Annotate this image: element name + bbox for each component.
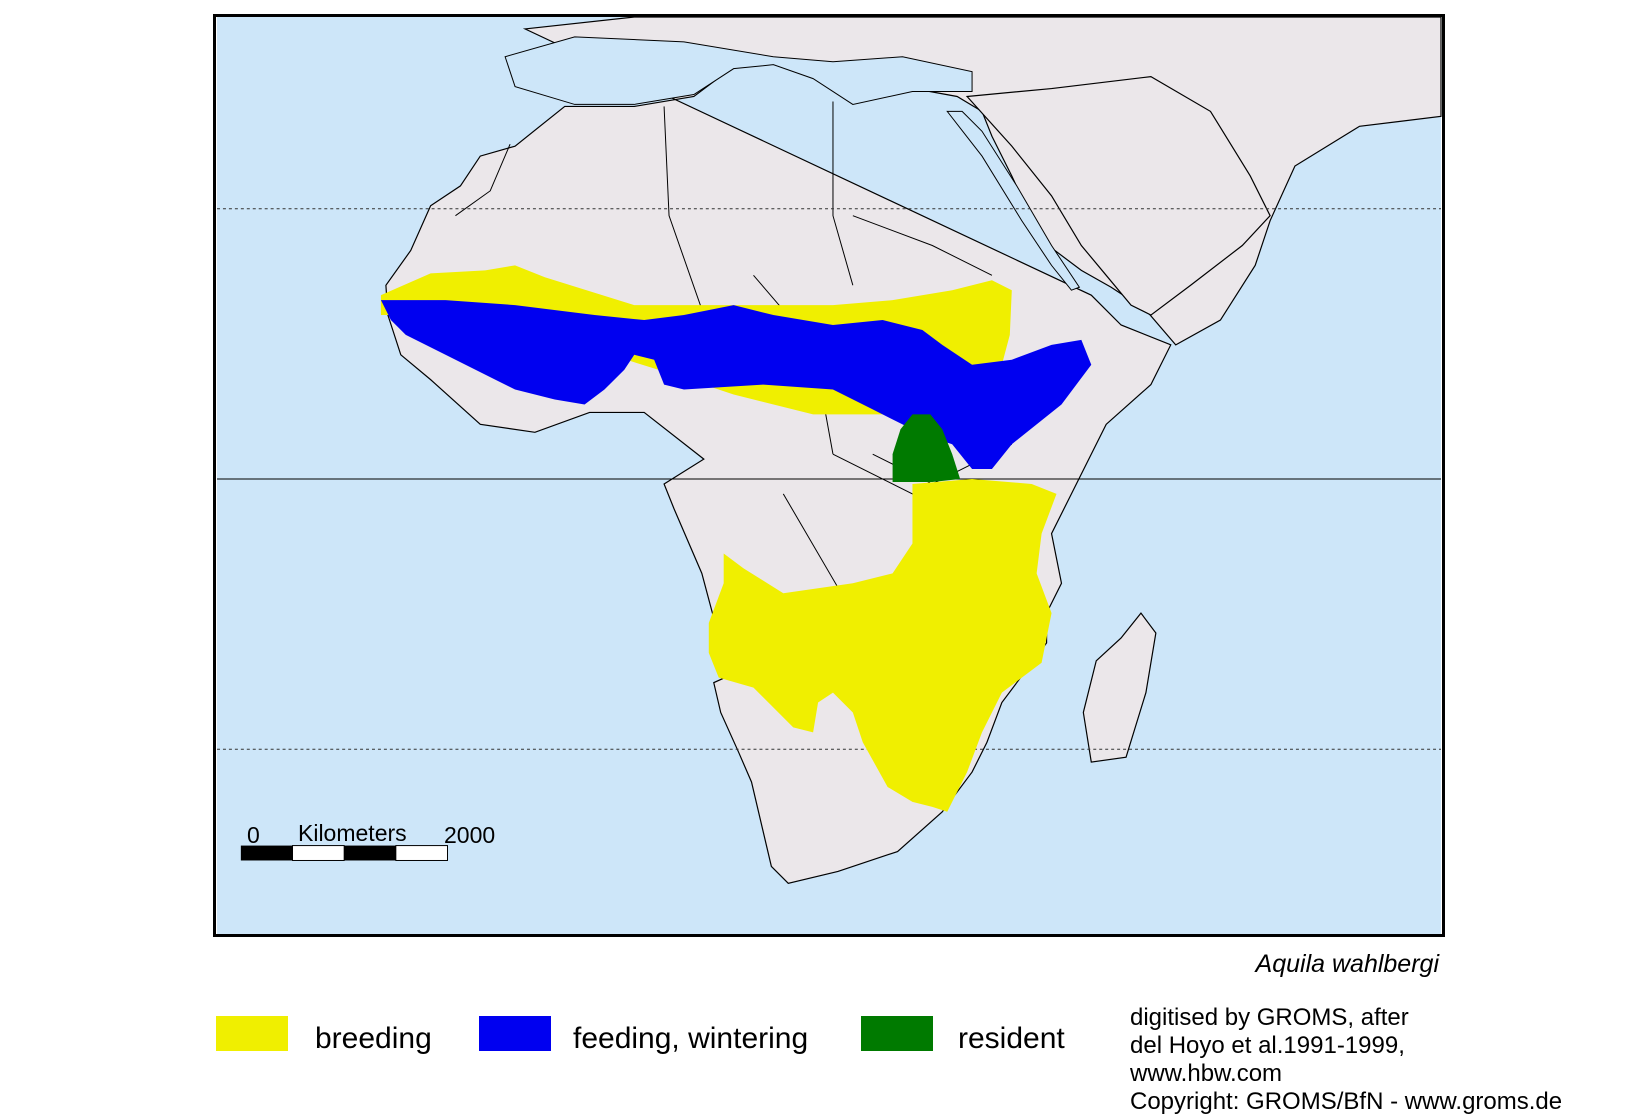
species-name: Aquila wahlbergi [1255,950,1439,978]
legend-label-feeding-wintering: feeding, wintering [573,1022,809,1055]
legend-label-breeding: breeding [315,1022,432,1055]
credit-line: Copyright: GROMS/BfN - www.groms.de [1130,1088,1563,1115]
credit-line: www.hbw.com [1130,1060,1283,1087]
credits: digitised by GROMS, after del Hoyo et al… [1130,1004,1562,1116]
legend-swatch-feeding-wintering [479,1016,551,1051]
water-mediterranean [504,36,973,105]
map-canvas [217,17,1442,934]
scale-start-label: 0 [247,822,260,848]
credit-line: digitised by GROMS, after [1130,1004,1409,1031]
range-map: 0 Kilometers 2000 [213,14,1445,937]
legend-swatch-breeding [216,1016,288,1051]
legend-swatch-resident [861,1016,933,1051]
credit-line: del Hoyo et al.1991-1999, [1130,1032,1405,1059]
landmass-madagascar [1082,612,1157,763]
landmass-arabia [965,75,1271,316]
scale-bar [240,845,448,861]
scale-end-label: 2000 [444,822,496,848]
water-red-sea [946,110,1081,291]
legend-label-resident: resident [958,1022,1065,1055]
range-breeding-south [708,478,1057,812]
range-resident [892,414,961,482]
scale-unit-label: Kilometers [298,820,407,846]
